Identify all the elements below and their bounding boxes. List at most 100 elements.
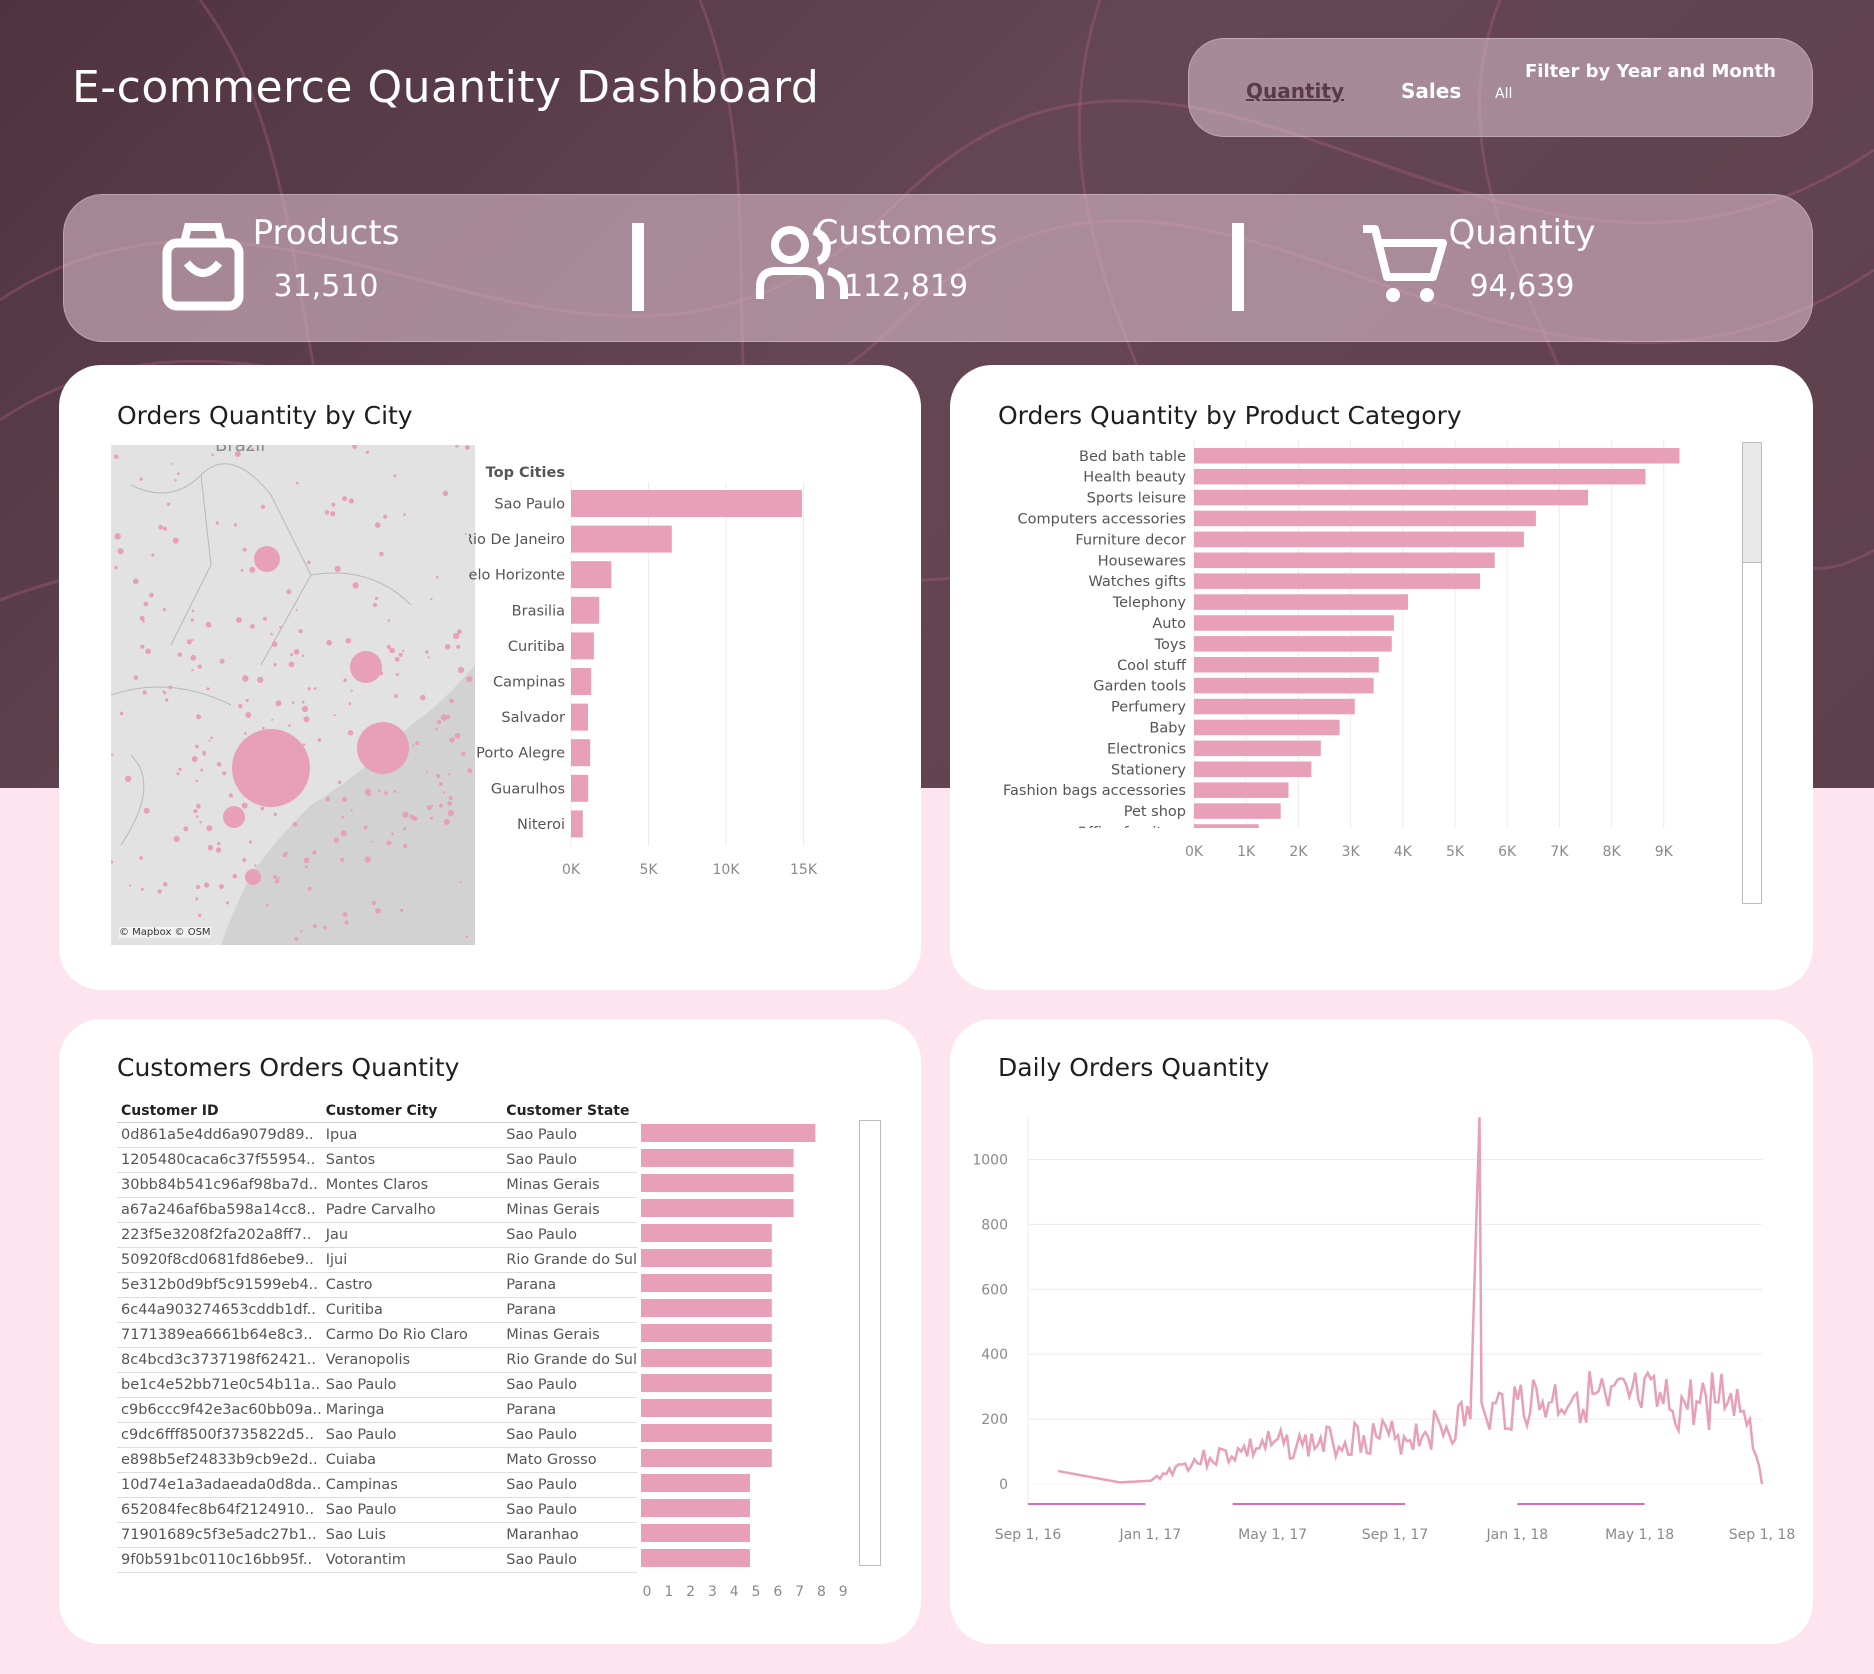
daily-orders-line[interactable] xyxy=(1057,1117,1764,1485)
category-bar-baby[interactable] xyxy=(1194,719,1340,736)
map-dot xyxy=(341,796,348,802)
customer-qty-bar[interactable] xyxy=(641,1324,772,1342)
category-bar-sports-leisure[interactable] xyxy=(1194,489,1589,506)
col-header-customer-city[interactable]: Customer City xyxy=(321,1102,503,1123)
category-bar-telephony[interactable] xyxy=(1194,594,1408,610)
category-bar-auto[interactable] xyxy=(1194,615,1394,631)
city-label-niteroi: Niteroi xyxy=(517,817,565,833)
customer-qty-bar[interactable] xyxy=(641,1124,816,1142)
map-dot xyxy=(352,582,359,589)
table-row[interactable]: 223f5e3208f2fa202a8ff7.. Jau Sao Paulo xyxy=(117,1222,637,1248)
category-bar-garden-tools[interactable] xyxy=(1194,677,1374,694)
customer-qty-bar[interactable] xyxy=(641,1199,794,1217)
customers-table: Customer ID Customer City Customer State… xyxy=(117,1102,637,1573)
map-dot xyxy=(125,775,132,782)
category-bar-furniture-decor[interactable] xyxy=(1194,531,1524,548)
table-row[interactable]: 8c4bcd3c3737198f62421.. Veranopolis Rio Gr… xyxy=(117,1347,637,1373)
map-bubble-belo-horizonte[interactable] xyxy=(350,651,382,683)
map-dot xyxy=(313,687,317,690)
table-row[interactable]: 50920f8cd0681fd86ebe9.. Ijui Rio Grande do… xyxy=(117,1247,637,1273)
table-row[interactable]: 10d74e1a3adaeada0d8da.. Campinas Sao Paulo xyxy=(117,1472,637,1498)
category-bar-fashion-bags-accessories[interactable] xyxy=(1194,782,1289,798)
table-row[interactable]: 0d861a5e4dd6a9079d89.. Ipua Sao Paulo xyxy=(117,1122,637,1148)
customer-qty-bar[interactable] xyxy=(641,1449,772,1467)
category-scrollbar[interactable] xyxy=(1742,442,1762,904)
table-row[interactable]: 652084fec8b64f2124910.. Sao Paulo Sao Paul… xyxy=(117,1497,637,1523)
category-scrollbar-thumb[interactable] xyxy=(1743,443,1761,563)
tab-sales[interactable]: Sales xyxy=(1401,79,1462,103)
map-dot xyxy=(317,738,322,742)
tab-quantity[interactable]: Quantity xyxy=(1246,79,1344,103)
map-dot xyxy=(348,498,354,504)
city-bar-rio-de-janeiro[interactable] xyxy=(571,525,672,553)
category-bar-toys[interactable] xyxy=(1194,636,1392,652)
table-row[interactable]: 5e312b0d9bf5c91599eb4.. Castro Parana xyxy=(117,1272,637,1298)
category-bar-health-beauty[interactable] xyxy=(1194,468,1646,485)
map-bubble-brasilia[interactable] xyxy=(254,546,280,572)
city-bar-niteroi[interactable] xyxy=(571,810,583,838)
city-bar-brasilia[interactable] xyxy=(571,596,600,624)
map-bubble-curitiba[interactable] xyxy=(223,806,245,828)
map-dot xyxy=(323,925,327,930)
customer-qty-bar[interactable] xyxy=(641,1349,772,1367)
category-bar-computers-accessories[interactable] xyxy=(1194,510,1536,527)
map-attribution: © Mapbox © OSM xyxy=(119,927,211,938)
customer-qty-bar[interactable] xyxy=(641,1149,794,1167)
customer-qty-bar[interactable] xyxy=(641,1274,772,1292)
map-dot xyxy=(298,628,303,634)
table-row[interactable]: c9b6ccc9f42e3ac60bb09a.. Maringa Parana xyxy=(117,1397,637,1423)
city-bar-curitiba[interactable] xyxy=(571,632,594,660)
table-row[interactable]: 9f0b591bc0110c16bb95f.. Votorantim Sao Pau… xyxy=(117,1547,637,1573)
category-bar-electronics[interactable] xyxy=(1194,740,1321,757)
category-bar-perfumery[interactable] xyxy=(1194,698,1355,715)
customer-qty-bar[interactable] xyxy=(641,1499,750,1517)
city-bar-campinas[interactable] xyxy=(571,668,592,695)
customer-qty-bar[interactable] xyxy=(641,1374,772,1392)
category-bar-watches-gifts[interactable] xyxy=(1194,573,1481,589)
customers-scrollbar[interactable] xyxy=(859,1120,881,1566)
category-bar-pet-shop[interactable] xyxy=(1194,803,1281,819)
category-bar-cool-stuff[interactable] xyxy=(1194,657,1379,673)
map-bubble-rio-de-janeiro[interactable] xyxy=(357,722,409,774)
map-dot xyxy=(307,687,311,691)
col-header-customer-state[interactable]: Customer State xyxy=(502,1102,637,1123)
city-bar-belo-horizonte[interactable] xyxy=(571,561,612,589)
map-dot xyxy=(195,897,199,901)
customer-qty-bar[interactable] xyxy=(641,1549,750,1567)
table-row[interactable]: 30bb84b541c96af98ba7d.. Montes Claros Mina… xyxy=(117,1172,637,1198)
table-row[interactable]: 6c44a903274653cddb1df.. Curitiba Parana xyxy=(117,1297,637,1323)
map-dot xyxy=(312,850,317,855)
customer-qty-bar[interactable] xyxy=(641,1249,772,1267)
col-header-customer-id[interactable]: Customer ID xyxy=(117,1102,322,1123)
city-bar-guarulhos[interactable] xyxy=(571,774,589,802)
map-dot xyxy=(279,626,282,629)
customer-qty-bar[interactable] xyxy=(641,1399,772,1417)
table-row[interactable]: 1205480caca6c37f55954.. Santos Sao Paulo xyxy=(117,1147,637,1173)
customer-qty-bar[interactable] xyxy=(641,1524,750,1542)
table-row[interactable]: 71901689c5f3e5adc27b1.. Sao Luis Maranhao xyxy=(117,1522,637,1548)
customer-qty-bar[interactable] xyxy=(641,1174,794,1192)
table-row[interactable]: e898b5ef24833b9cb9e2d.. Cuiaba Mato Grosso xyxy=(117,1447,637,1473)
category-bar-housewares[interactable] xyxy=(1194,552,1495,569)
filter-year-month-select[interactable]: All xyxy=(1495,86,1513,102)
customer-qty-bar[interactable] xyxy=(641,1424,772,1442)
table-row[interactable]: be1c4e52bb71e0c54b11a.. Sao Paulo Sao Paul… xyxy=(117,1372,637,1398)
map-dot xyxy=(455,445,459,448)
map-bubble-porto-alegre[interactable] xyxy=(245,869,261,885)
category-bar-office-furniture[interactable] xyxy=(1194,824,1259,840)
city-map[interactable]: Brazil © Mapbox © OSM xyxy=(111,445,475,945)
table-row[interactable]: c9dc6fff8500f3735822d5.. Sao Paulo Sao Pau… xyxy=(117,1422,637,1448)
table-row[interactable]: a67a246af6ba598a14cc8.. Padre Carvalho Min… xyxy=(117,1197,637,1223)
city-bar-porto-alegre[interactable] xyxy=(571,739,591,767)
category-bar-bed-bath-table[interactable] xyxy=(1194,448,1680,464)
customer-qty-bar[interactable] xyxy=(641,1474,750,1492)
category-bar-stationery[interactable] xyxy=(1194,761,1312,778)
city-bar-salvador[interactable] xyxy=(571,703,588,731)
city-bar-sao-paulo[interactable] xyxy=(571,490,802,517)
customer-qty-bar[interactable] xyxy=(641,1224,772,1242)
map-bubble-sao-paulo[interactable] xyxy=(232,729,310,807)
table-row[interactable]: 7171389ea6661b64e8c3.. Carmo Do Rio Claro… xyxy=(117,1322,637,1348)
city-card-title: Orders Quantity by City xyxy=(117,401,413,430)
customer-qty-bar[interactable] xyxy=(641,1299,772,1317)
kpi-products-label: Products xyxy=(252,213,400,253)
